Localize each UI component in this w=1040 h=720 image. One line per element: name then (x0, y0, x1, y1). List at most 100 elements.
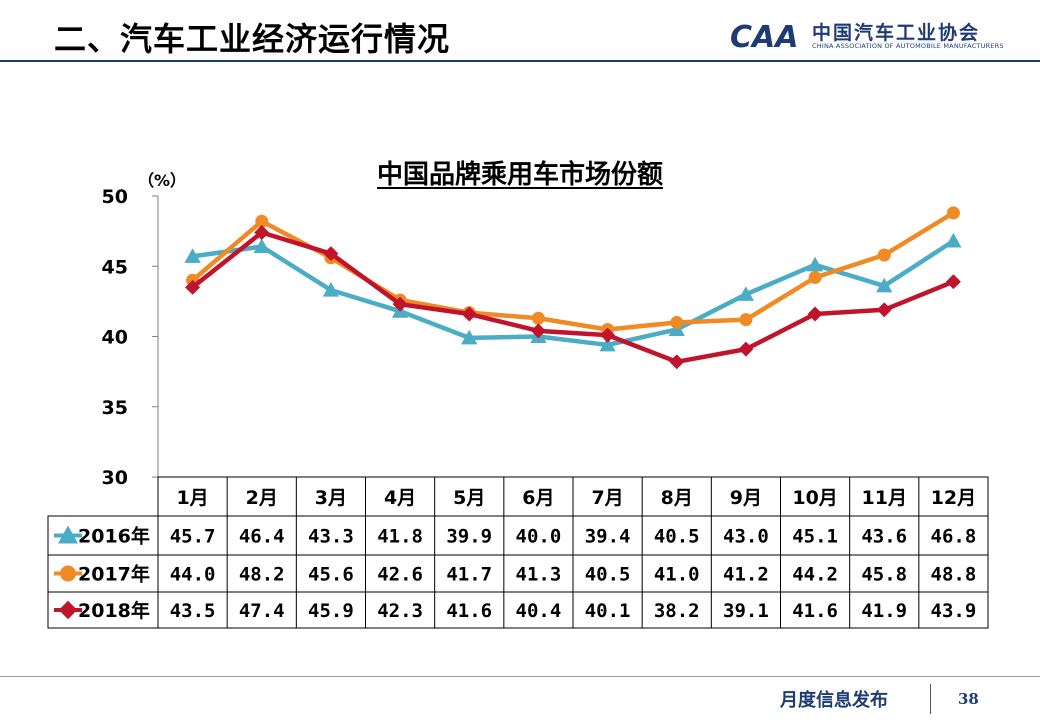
data-point (739, 313, 753, 327)
footer-separator (930, 684, 931, 714)
table-cell-value: 41.6 (792, 600, 838, 622)
data-point (323, 246, 339, 262)
logo-mark-text: CAA (730, 20, 798, 52)
table-cell-value: 45.1 (792, 526, 838, 548)
data-point (392, 296, 408, 312)
data-point (737, 286, 755, 301)
legend-marker (58, 525, 78, 544)
data-point (807, 306, 823, 322)
data-point (461, 329, 478, 345)
logo: CAA 中国汽车工业协会 CHINA ASSOCIATION OF AUTOMO… (728, 14, 1028, 58)
data-point (946, 206, 960, 220)
data-point (945, 232, 962, 248)
y-tick-label: 50 (102, 186, 128, 208)
category-label: 9月 (730, 487, 762, 509)
data-point (877, 248, 891, 262)
data-point (461, 306, 477, 322)
category-label: 11月 (862, 487, 907, 509)
table-cell-value: 44.2 (792, 564, 838, 586)
table-cell-value: 43.3 (308, 526, 354, 548)
table-cell-value: 47.4 (239, 600, 285, 622)
data-point (253, 238, 270, 254)
series-line-2018年 (191, 230, 955, 365)
table-cell-value: 45.9 (308, 600, 354, 622)
data-point (669, 354, 685, 370)
table-cell-value: 43.5 (170, 600, 216, 622)
table-cell-value: 41.0 (654, 564, 700, 586)
category-label: 6月 (522, 487, 554, 509)
data-point (600, 327, 616, 343)
table-cell-value: 44.0 (170, 564, 216, 586)
table-cell-value: 40.5 (585, 564, 631, 586)
data-point (876, 277, 893, 293)
series-line-2016年 (192, 239, 955, 348)
chart-title: 中国品牌乘用车市场份额 (376, 160, 663, 190)
category-label: 10月 (792, 487, 837, 509)
legend-label: 2017年 (78, 563, 150, 586)
category-label: 4月 (384, 487, 416, 509)
category-label: 5月 (453, 487, 485, 509)
header-divider (0, 60, 1040, 62)
data-point (254, 225, 270, 241)
data-point (670, 315, 684, 329)
table-cell-value: 39.9 (446, 526, 492, 548)
footer-divider (0, 676, 1040, 677)
table-cell-value: 40.0 (516, 526, 562, 548)
data-point (184, 248, 201, 263)
data-point (738, 341, 754, 357)
table-cell-value: 48.8 (931, 564, 977, 586)
table-cell-value: 43.0 (723, 526, 769, 548)
logo-english-name: CHINA ASSOCIATION OF AUTOMOBILE MANUFACT… (812, 42, 1004, 50)
table-cell-value: 41.7 (446, 564, 492, 586)
data-point (185, 279, 201, 295)
table-cell-value: 43.6 (861, 526, 907, 548)
table-cell-value: 48.2 (239, 564, 285, 586)
table-cell-value: 41.6 (446, 600, 492, 622)
y-tick-label: 45 (102, 256, 128, 278)
footer-text: 月度信息发布 (780, 690, 888, 711)
data-point (808, 270, 822, 284)
table-cell-value: 39.4 (585, 526, 631, 548)
category-label: 7月 (591, 487, 623, 509)
table-cell-value: 40.1 (585, 600, 631, 622)
table-cell-value: 40.5 (654, 526, 700, 548)
data-point (876, 302, 892, 318)
table-cell-value: 45.6 (308, 564, 354, 586)
page-title: 二、汽车工业经济运行情况 (54, 20, 451, 58)
table-cell-value: 42.3 (377, 600, 423, 622)
category-label: 2月 (246, 487, 278, 509)
table-cell-value: 42.6 (377, 564, 423, 586)
data-point (531, 311, 545, 325)
category-label: 12月 (931, 487, 976, 509)
y-tick-label: 40 (102, 327, 128, 349)
y-tick-label: 30 (102, 467, 128, 489)
legend-label: 2018年 (78, 599, 150, 622)
logo-chinese-name: 中国汽车工业协会 (812, 22, 981, 44)
table-cell-value: 41.2 (723, 564, 769, 586)
y-axis-label: （%） (138, 171, 186, 190)
table-cell-value: 41.8 (377, 526, 423, 548)
association-logo-icon: CAA (730, 20, 798, 52)
category-label: 3月 (315, 487, 347, 509)
table-cell-value: 43.9 (931, 600, 977, 622)
table-cell-value: 45.7 (170, 526, 216, 548)
table-cell-value: 41.3 (516, 564, 562, 586)
table-cell-value: 40.4 (516, 600, 562, 622)
table-cell-value: 46.8 (931, 526, 977, 548)
category-label: 8月 (661, 487, 693, 509)
data-point (599, 336, 616, 352)
legend-marker (58, 600, 78, 620)
y-tick-label: 35 (102, 397, 128, 419)
table-cell-value: 41.9 (861, 600, 907, 622)
legend-marker (60, 565, 76, 582)
table-cell-value: 45.8 (861, 564, 907, 586)
data-point (322, 282, 340, 297)
data-point (806, 256, 824, 272)
table-cell-value: 39.1 (723, 600, 769, 622)
table-cell-value: 46.4 (239, 526, 285, 548)
data-point (530, 323, 546, 339)
table-cell-value: 38.2 (654, 600, 700, 622)
data-point (255, 214, 269, 228)
category-label: 1月 (176, 487, 208, 509)
